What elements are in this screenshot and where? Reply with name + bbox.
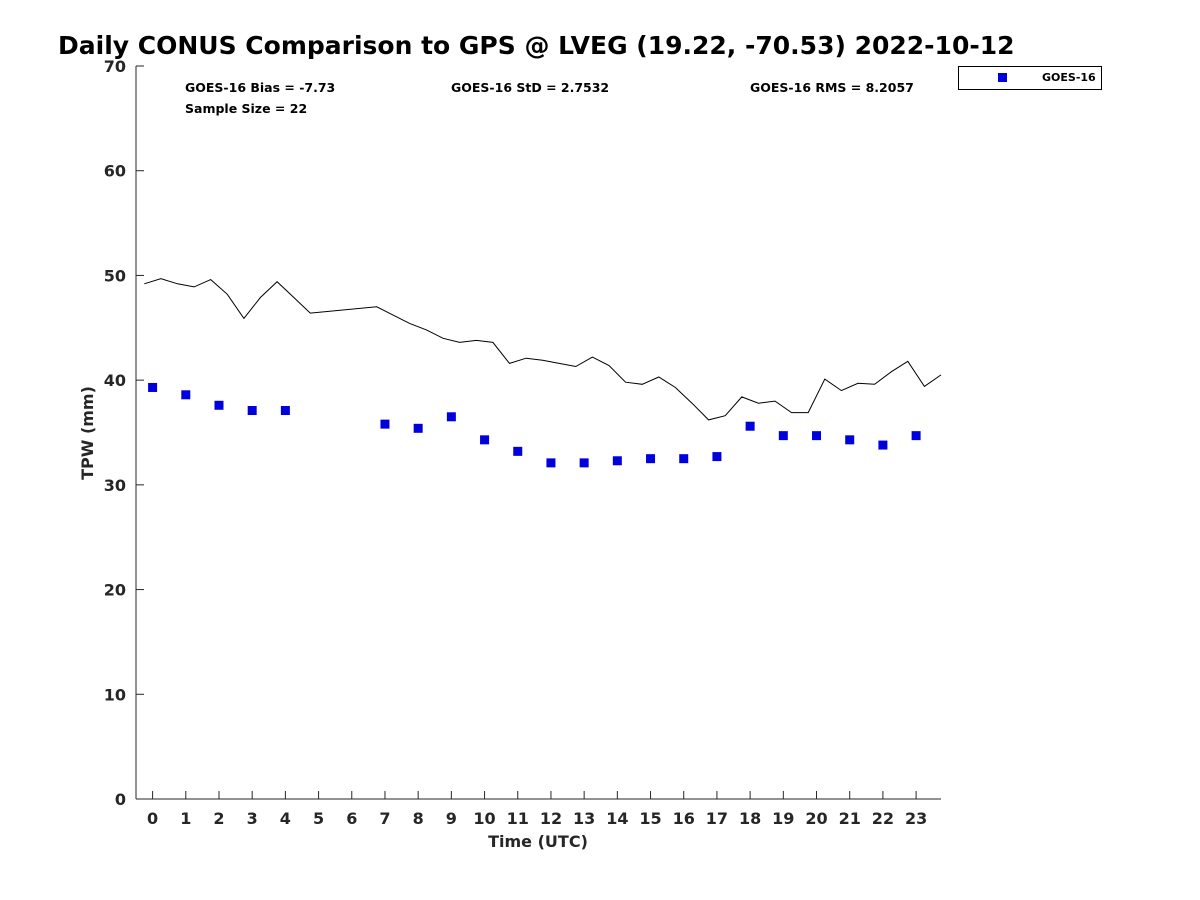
goes16-marker xyxy=(546,458,556,468)
goes16-marker xyxy=(480,435,490,445)
y-tick-label: 30 xyxy=(104,476,126,495)
x-tick-label: 4 xyxy=(280,809,291,828)
x-tick-label: 19 xyxy=(772,809,794,828)
legend-box xyxy=(958,66,1102,90)
goes16-marker xyxy=(845,435,855,445)
x-tick-label: 21 xyxy=(839,809,861,828)
goes16-marker xyxy=(148,382,158,392)
x-tick-label: 16 xyxy=(673,809,695,828)
x-axis-label: Time (UTC) xyxy=(488,832,588,851)
x-tick-label: 18 xyxy=(739,809,761,828)
goes16-marker xyxy=(579,458,589,468)
stat-sample-size: Sample Size = 22 xyxy=(185,101,307,116)
x-tick-label: 9 xyxy=(446,809,457,828)
x-tick-label: 23 xyxy=(905,809,927,828)
goes16-marker xyxy=(612,456,622,466)
goes16-marker xyxy=(380,419,390,429)
goes16-marker xyxy=(280,406,290,416)
y-tick-label: 0 xyxy=(115,790,126,809)
goes16-marker xyxy=(247,406,257,416)
x-tick-label: 13 xyxy=(573,809,595,828)
goes16-marker xyxy=(181,390,191,400)
y-tick-label: 60 xyxy=(104,162,126,181)
x-tick-label: 1 xyxy=(180,809,191,828)
x-tick-label: 12 xyxy=(540,809,562,828)
legend-label: GOES-16 xyxy=(1042,71,1096,84)
x-tick-label: 20 xyxy=(805,809,827,828)
legend: GOES-16 xyxy=(958,66,1102,90)
x-tick-label: 5 xyxy=(313,809,324,828)
y-tick-label: 40 xyxy=(104,371,126,390)
goes16-marker xyxy=(745,421,755,431)
y-tick-label: 10 xyxy=(104,685,126,704)
x-tick-label: 6 xyxy=(346,809,357,828)
chart-title: Daily CONUS Comparison to GPS @ LVEG (19… xyxy=(58,31,1015,60)
goes16-marker xyxy=(679,454,689,464)
stat-std: GOES-16 StD = 2.7532 xyxy=(451,80,609,95)
x-tick-label: 10 xyxy=(473,809,495,828)
goes16-marker-layer xyxy=(148,382,921,468)
legend-marker xyxy=(998,73,1007,82)
goes16-marker xyxy=(446,412,456,422)
gps-line-layer xyxy=(144,278,942,421)
goes16-marker xyxy=(513,446,523,456)
goes16-marker xyxy=(878,440,888,450)
x-tick-label: 3 xyxy=(247,809,258,828)
x-tick-label: 2 xyxy=(213,809,224,828)
goes16-marker xyxy=(911,431,921,441)
y-tick-label: 20 xyxy=(104,581,126,600)
x-tick-label: 14 xyxy=(606,809,628,828)
goes16-marker xyxy=(712,452,722,462)
goes16-marker xyxy=(646,454,656,464)
goes16-marker xyxy=(778,431,788,441)
x-tick-label: 22 xyxy=(872,809,894,828)
goes16-marker xyxy=(214,400,224,410)
stat-bias: GOES-16 Bias = -7.73 xyxy=(185,80,335,95)
x-tick-label: 11 xyxy=(507,809,529,828)
goes16-marker xyxy=(812,431,822,441)
gps-line xyxy=(144,278,942,421)
stat-rms: GOES-16 RMS = 8.2057 xyxy=(750,80,914,95)
goes16-marker xyxy=(413,423,423,433)
x-tick-label: 15 xyxy=(639,809,661,828)
x-tick-label: 7 xyxy=(379,809,390,828)
y-tick-label: 70 xyxy=(104,57,126,76)
x-tick-label: 17 xyxy=(706,809,728,828)
y-tick-label: 50 xyxy=(104,266,126,285)
x-tick-label: 0 xyxy=(147,809,158,828)
y-axis-label: TPW (mm) xyxy=(78,386,97,480)
x-tick-label: 8 xyxy=(413,809,424,828)
